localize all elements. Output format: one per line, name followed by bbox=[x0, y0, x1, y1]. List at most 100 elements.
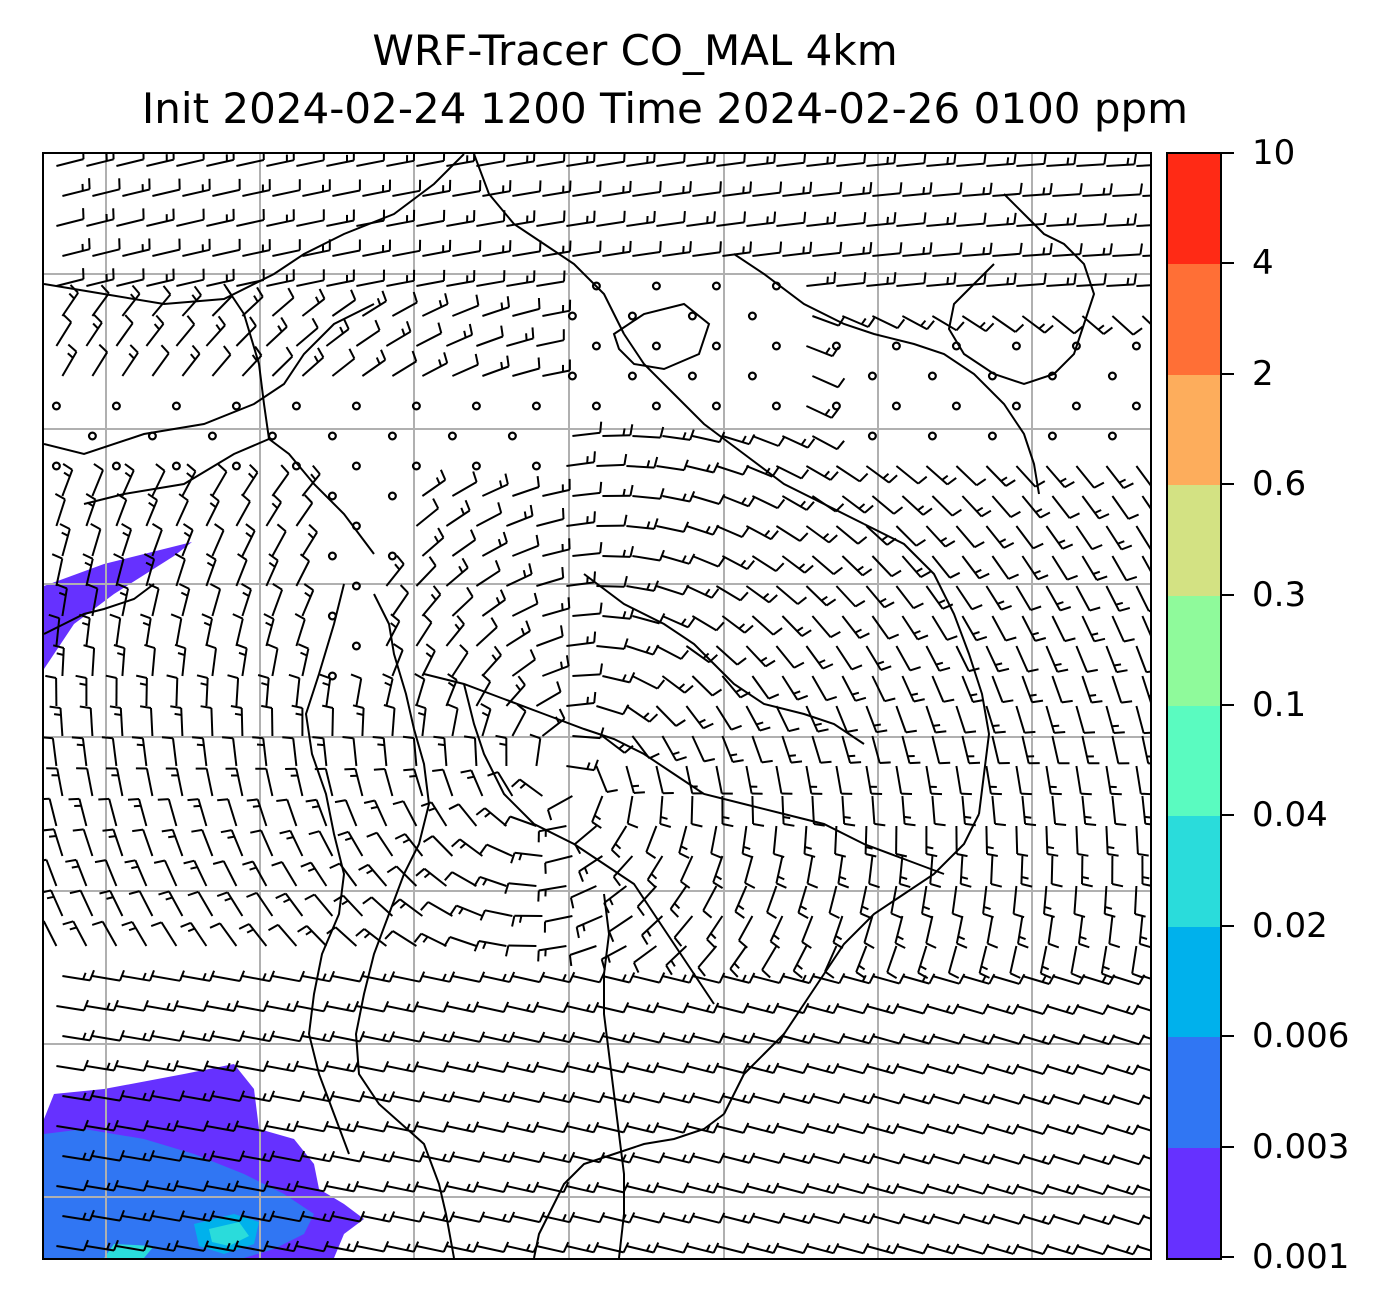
wind-barb-feather bbox=[802, 1062, 810, 1074]
wind-barb-half-feather bbox=[262, 1153, 267, 1161]
wind-barb-half-feather bbox=[1140, 935, 1148, 940]
wind-barb-feather bbox=[205, 553, 217, 561]
wind-barb-feather bbox=[942, 603, 954, 610]
wind-barb-half-feather bbox=[463, 330, 467, 338]
wind-barb-staff bbox=[538, 885, 567, 892]
wind-barb-feather bbox=[1080, 792, 1092, 796]
wind-barb-staff bbox=[446, 333, 473, 347]
wind-barb-half-feather bbox=[441, 1153, 447, 1161]
wind-barb-feather bbox=[801, 941, 812, 949]
wind-barb-staff bbox=[691, 675, 714, 697]
coastline-segment bbox=[304, 583, 350, 1155]
wind-barb-half-feather bbox=[913, 630, 921, 635]
wind-barb-staff bbox=[392, 930, 417, 947]
wind-barb-half-feather bbox=[525, 1123, 531, 1132]
wind-barb-half-feather bbox=[946, 276, 950, 285]
wind-barb-half-feather bbox=[311, 805, 320, 809]
wind-barb-staff bbox=[752, 1215, 780, 1224]
wind-barb-feather bbox=[363, 799, 376, 804]
wind-barb-feather bbox=[854, 600, 866, 608]
wind-barb-feather bbox=[1079, 243, 1083, 255]
wind-barb-staff bbox=[356, 1185, 384, 1193]
wind-barb-staff bbox=[152, 1215, 181, 1222]
wind-barb-feather bbox=[1133, 213, 1137, 225]
wind-barb-feather bbox=[508, 1151, 516, 1163]
wind-barb-staff bbox=[566, 765, 595, 772]
wind-barb-staff bbox=[865, 585, 886, 609]
wind-barb-staff bbox=[452, 1095, 481, 1103]
wind-barb-half-feather bbox=[673, 902, 681, 910]
wind-barb-feather bbox=[442, 1061, 450, 1073]
wind-barb-staff bbox=[176, 1005, 205, 1012]
wind-barb-staff bbox=[1045, 525, 1064, 550]
wind-barb-half-feather bbox=[202, 1212, 207, 1221]
calm-wind-marker bbox=[51, 401, 61, 411]
wind-barb-feather bbox=[475, 807, 486, 816]
wind-barb-staff bbox=[242, 249, 271, 257]
wind-barb-staff bbox=[895, 765, 903, 794]
wind-barb-feather bbox=[88, 238, 91, 250]
wind-barb-half-feather bbox=[1041, 975, 1047, 983]
wind-barb-feather bbox=[1134, 913, 1146, 918]
wind-barb-half-feather bbox=[322, 1093, 327, 1101]
wind-barb-feather bbox=[497, 502, 503, 514]
wind-barb-half-feather bbox=[166, 1182, 171, 1190]
wind-barb-feather bbox=[238, 1090, 246, 1102]
wind-barb-feather bbox=[568, 954, 573, 967]
wind-barb-staff bbox=[459, 838, 483, 857]
wind-barb-feather bbox=[268, 1030, 276, 1042]
wind-barb-feather bbox=[1013, 212, 1017, 224]
wind-barb-staff bbox=[266, 1125, 295, 1133]
wind-barb-feather bbox=[1073, 325, 1084, 335]
wind-barb-feather bbox=[1032, 542, 1044, 550]
wind-barb-feather bbox=[508, 1211, 516, 1223]
wind-barb-staff bbox=[160, 921, 178, 947]
wind-barb-feather bbox=[560, 625, 564, 637]
wind-barb-feather bbox=[864, 504, 874, 514]
wind-barb-staff bbox=[266, 1245, 295, 1253]
wind-barb-half-feather bbox=[861, 974, 867, 982]
wind-barb-staff bbox=[481, 598, 506, 617]
wind-barb-staff bbox=[842, 192, 871, 197]
wind-barb-staff bbox=[206, 1125, 235, 1132]
wind-barb-feather bbox=[868, 1093, 876, 1104]
wind-barb-staff bbox=[715, 705, 733, 731]
wind-barb-staff bbox=[896, 222, 925, 227]
wind-barb-staff bbox=[665, 945, 688, 967]
wind-barb-feather bbox=[352, 704, 364, 709]
wind-barb-staff bbox=[685, 765, 694, 794]
wind-barb-feather bbox=[113, 1119, 119, 1131]
wind-barb-staff bbox=[236, 219, 265, 227]
wind-barb-staff bbox=[266, 159, 295, 167]
wind-barb-half-feather bbox=[1148, 694, 1150, 697]
wind-barb-feather bbox=[809, 181, 813, 193]
wind-barb-half-feather bbox=[394, 563, 401, 571]
wind-barb-staff bbox=[452, 250, 481, 257]
wind-barb-staff bbox=[430, 801, 448, 827]
calm-wind-marker bbox=[387, 551, 397, 561]
wind-barb-staff bbox=[240, 707, 244, 737]
wind-barb-staff bbox=[1020, 855, 1024, 885]
wind-barb-staff bbox=[1022, 1095, 1050, 1105]
wind-barb-half-feather bbox=[682, 493, 687, 501]
wind-barb-feather bbox=[191, 344, 201, 355]
wind-barb-feather bbox=[328, 970, 336, 982]
wind-barb-staff bbox=[656, 525, 685, 533]
wind-barb-feather bbox=[886, 971, 898, 979]
wind-barb-feather bbox=[342, 736, 354, 740]
wind-barb-staff bbox=[222, 860, 238, 887]
wind-barb-feather bbox=[292, 1060, 300, 1072]
wind-barb-feather bbox=[592, 1181, 600, 1193]
wind-barb-half-feather bbox=[606, 955, 611, 963]
wind-barb-staff bbox=[86, 768, 94, 797]
wind-barb-half-feather bbox=[1065, 1245, 1071, 1253]
wind-barb-feather bbox=[562, 1121, 570, 1133]
wind-barb-staff bbox=[356, 1065, 384, 1073]
wind-barb-staff bbox=[511, 658, 536, 677]
wind-barb-staff bbox=[181, 470, 197, 497]
wind-barb-staff bbox=[476, 335, 504, 347]
wind-barb-staff bbox=[992, 975, 1020, 985]
tracer-plume-layer bbox=[44, 542, 364, 1258]
wind-barb-staff bbox=[325, 678, 332, 707]
wind-barb-feather bbox=[535, 534, 540, 546]
